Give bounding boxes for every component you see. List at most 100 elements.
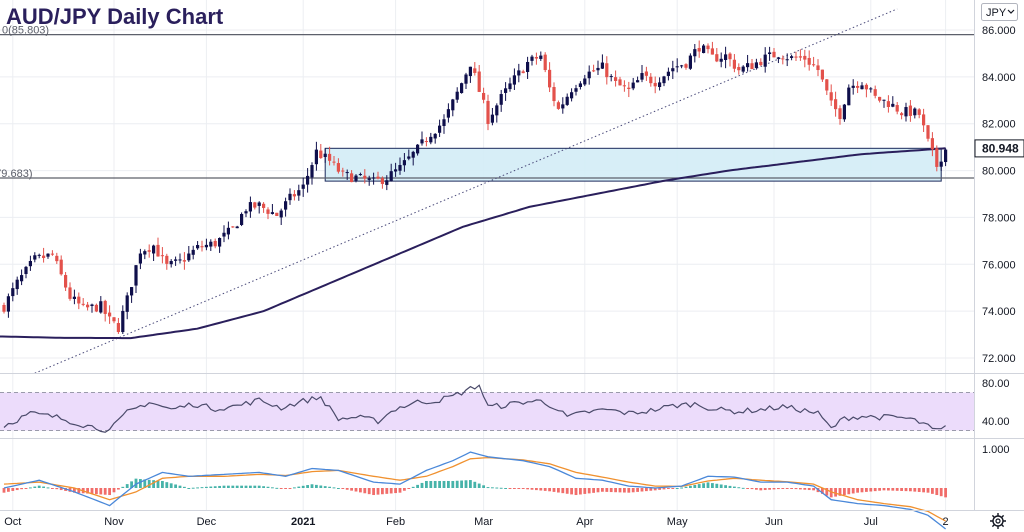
- macd-hist-123: [543, 488, 547, 491]
- macd-hist-203: [895, 488, 899, 491]
- candle-body-192: [847, 87, 851, 106]
- candle-17: [77, 292, 81, 310]
- candle-69: [306, 168, 310, 193]
- candle-143: [631, 77, 635, 91]
- currency-selector-box[interactable]: [981, 3, 1018, 21]
- candle-62: [275, 212, 279, 217]
- macd-hist-117: [517, 488, 521, 489]
- candle-body-156: [688, 55, 692, 69]
- candle-body-60: [266, 209, 270, 214]
- candle-207: [913, 107, 917, 119]
- price-axis[interactable]: 86.000 84.000 82.000 80.000 78.000 76.000 74.0…: [982, 25, 1016, 456]
- candle-body-4: [20, 275, 24, 282]
- candle-201: [886, 95, 890, 113]
- candle-body-45: [200, 246, 204, 248]
- candle-body-55: [244, 211, 248, 214]
- candle-body-38: [169, 261, 173, 265]
- candle-212: [935, 145, 939, 172]
- candle-200: [882, 99, 886, 108]
- candle-body-95: [420, 139, 424, 144]
- candle-body-110: [486, 100, 490, 124]
- candle-body-84: [372, 177, 376, 179]
- chart-title: AUD/JPY Daily Chart: [6, 4, 224, 29]
- macd-hist-120: [530, 488, 534, 490]
- candle-body-204: [900, 113, 904, 116]
- macd-hist-46: [205, 486, 208, 488]
- candle-body-0: [2, 304, 6, 312]
- candle-118: [521, 69, 525, 74]
- macd-hist-78: [345, 488, 349, 490]
- candle-body-48: [213, 240, 217, 247]
- macd-hist-5: [24, 488, 28, 489]
- candle-body-94: [416, 144, 420, 154]
- candle-body-109: [482, 92, 486, 100]
- macd-hist-20: [90, 488, 94, 494]
- candle-54: [240, 212, 244, 227]
- macd-hist-191: [843, 488, 846, 496]
- macd-hist-179: [790, 488, 793, 489]
- macd-hist-98: [433, 480, 437, 488]
- macd-hist-180: [794, 488, 798, 490]
- candle-body-142: [627, 87, 631, 89]
- candle-body-126: [556, 102, 560, 109]
- candle-body-130: [574, 88, 578, 92]
- time-axis[interactable]: Oct Nov Dec 2021 Feb Mar Apr May Jun Jul 2: [4, 516, 948, 528]
- macd-hist-214: [944, 488, 947, 498]
- candle-body-91: [402, 160, 406, 166]
- candle-19: [86, 301, 90, 311]
- macd-hist-70: [310, 484, 314, 488]
- macd-hist-121: [535, 488, 538, 491]
- macd-hist-202: [891, 488, 895, 491]
- candle-body-29: [130, 287, 134, 296]
- currency-selector[interactable]: JPY: [981, 3, 1018, 21]
- candle-body-198: [873, 89, 877, 96]
- consolidation-box: [324, 147, 942, 182]
- candle-body-11: [50, 253, 54, 255]
- candle-body-53: [235, 226, 239, 229]
- candle-body-112: [495, 105, 499, 116]
- candle-body-96: [424, 141, 428, 143]
- candle-body-211: [930, 138, 934, 150]
- candle-body-200: [882, 99, 886, 101]
- rsi-band: [0, 392, 974, 431]
- time-tick-1: Nov: [104, 516, 124, 528]
- candle-131: [578, 81, 582, 90]
- candle-body-105: [464, 74, 468, 84]
- candle-body-145: [640, 73, 644, 80]
- macd-panel: [2, 451, 947, 530]
- macd-hist-109: [482, 485, 485, 488]
- candle-body-194: [856, 85, 860, 88]
- time-tick-0: Oct: [4, 516, 21, 528]
- candle-204: [900, 111, 904, 120]
- macd-hist-192: [847, 488, 851, 495]
- candle-109: [482, 87, 486, 104]
- macd-hist-204: [900, 488, 903, 491]
- candle-1: [6, 293, 10, 318]
- gear-icon[interactable]: [990, 513, 1006, 529]
- macd-hist-2: [11, 488, 15, 491]
- macd-hist-157: [693, 484, 697, 488]
- candle-body-47: [209, 241, 213, 247]
- trendline-layer: [34, 8, 898, 374]
- moving-average-line: [0, 147, 946, 340]
- macd-hist-65: [288, 488, 292, 489]
- candle-body-54: [240, 213, 244, 225]
- candle-112: [495, 103, 499, 123]
- macd-hist-103: [455, 480, 459, 488]
- candle-182: [803, 49, 807, 68]
- candle-27: [121, 305, 125, 335]
- candle-body-83: [367, 178, 371, 180]
- candle-56: [248, 196, 252, 218]
- candle-74: [328, 146, 332, 166]
- macd-hist-104: [460, 480, 463, 488]
- candle-body-20: [90, 304, 94, 306]
- candle-89: [394, 162, 398, 177]
- macd-hist-73: [323, 486, 327, 488]
- candle-180: [794, 51, 798, 61]
- candle-153: [675, 58, 679, 73]
- candle-94: [416, 144, 420, 156]
- macd-hist-207: [913, 488, 917, 492]
- candle-body-75: [332, 161, 336, 163]
- candle-32: [143, 249, 147, 260]
